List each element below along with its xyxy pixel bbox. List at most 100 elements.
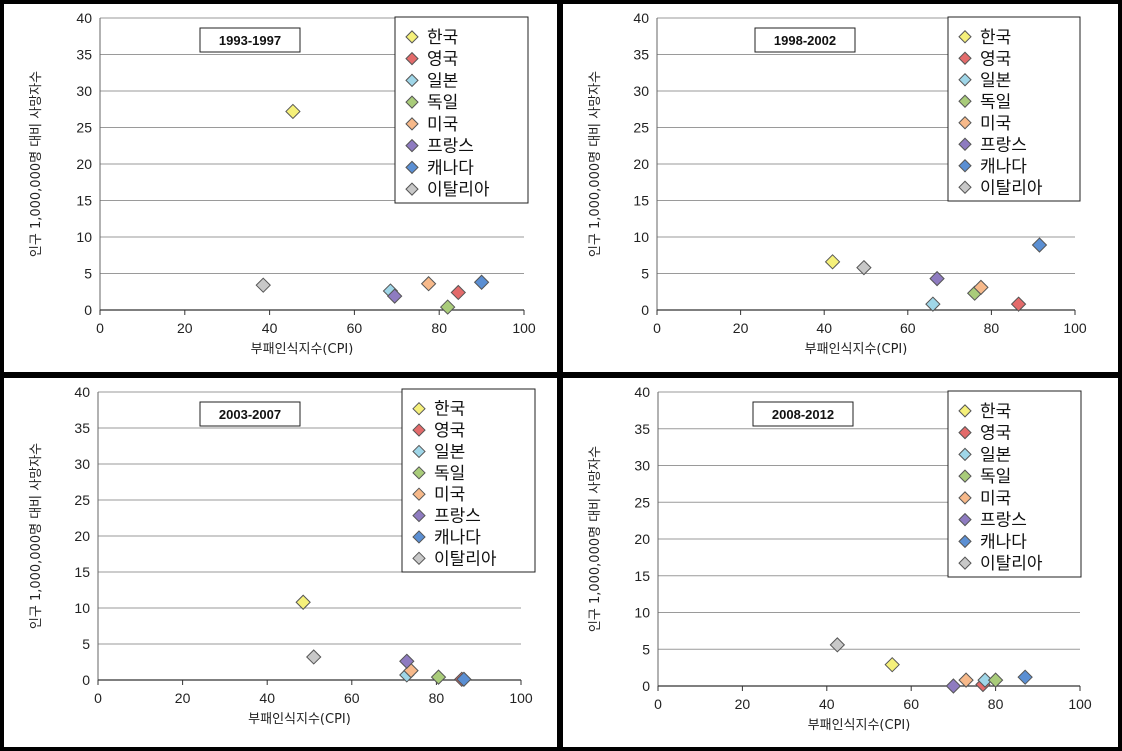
- legend-marker: [958, 556, 972, 570]
- y-axis-title: 인구 1,000,000명 대비 사망자수: [29, 71, 44, 257]
- y-tick-label: 15: [633, 193, 649, 209]
- period-title-box: [752, 401, 854, 427]
- x-tick-label: 80: [429, 690, 445, 706]
- legend-label: 한국: [427, 28, 458, 48]
- y-tick-label: 10: [633, 229, 649, 245]
- legend-marker: [958, 534, 972, 549]
- legend-label: 이탈리아: [434, 549, 497, 569]
- y-tick-label: 5: [82, 636, 90, 652]
- legend-label: 일본: [434, 442, 465, 462]
- data-point-1: [824, 254, 841, 270]
- scatter-chart-4: 0 5 10 15 20 25 30 35 40 0 20 40 60 80 100 부패인식지수(CPI) 인…: [588, 384, 1092, 733]
- y-tick-label: 35: [633, 47, 649, 63]
- period-title-box: [199, 27, 301, 53]
- legend-label: 한국: [434, 400, 465, 420]
- legend-label: 영국: [434, 421, 465, 441]
- legend-box: [401, 388, 536, 573]
- data-point-2: [450, 284, 466, 301]
- x-tick-label: 80: [988, 696, 1004, 712]
- y-tick-label: 35: [76, 47, 92, 63]
- legend-marker: [405, 73, 419, 88]
- legend-label: 이탈리아: [980, 554, 1043, 574]
- y-tick-label: 40: [76, 10, 92, 26]
- y-tick-label: 20: [633, 156, 649, 172]
- chart-title: 2003-2007: [219, 407, 281, 422]
- legend-marker: [412, 551, 426, 566]
- legend-label: 미국: [434, 485, 465, 505]
- legend-marker: [412, 444, 426, 459]
- legend-box: [947, 390, 1082, 578]
- data-point-6: [386, 288, 403, 304]
- x-tick-label: 60: [900, 320, 916, 336]
- chart-panel-4: 0 5 10 15 20 25 30 35 40 0 20 40 60 80 100 부패인식지수(CPI) 인…: [563, 378, 1118, 747]
- legend-marker: [958, 469, 972, 483]
- y-tick-label: 0: [84, 302, 92, 318]
- scatter-chart-1: 0 5 10 15 20 25 30 35 40 0 20 40 60 80 100 부패인식지수(CPI) 인…: [29, 10, 536, 357]
- legend-label: 영국: [427, 50, 458, 70]
- x-axis-title: 부패인식지수(CPI): [248, 712, 351, 727]
- x-tick-label: 100: [1068, 696, 1092, 712]
- legend-marker: [412, 508, 426, 523]
- x-axis-title: 부패인식지수(CPI): [805, 342, 908, 357]
- x-tick-label: 20: [175, 690, 191, 706]
- legend-box: [394, 16, 529, 204]
- legend-marker: [405, 117, 419, 131]
- data-point-4: [439, 299, 456, 315]
- y-tick-label: 15: [634, 568, 650, 584]
- x-tick-label: 0: [653, 320, 661, 336]
- y-tick-label: 30: [633, 83, 649, 99]
- x-tick-label: 100: [512, 320, 536, 336]
- x-tick-label: 40: [259, 690, 275, 706]
- data-point-7: [1017, 669, 1033, 685]
- y-tick-label: 40: [633, 10, 649, 26]
- x-tick-label: 60: [347, 320, 363, 336]
- y-tick-label: 30: [634, 458, 650, 474]
- legend-box: [947, 16, 1081, 202]
- data-point-6: [929, 270, 945, 287]
- legend-label: 한국: [980, 402, 1011, 422]
- legend-marker: [412, 401, 426, 416]
- data-point-6: [945, 678, 962, 694]
- legend-marker: [405, 138, 419, 153]
- legend-marker: [958, 94, 972, 108]
- y-tick-label: 25: [76, 120, 92, 136]
- y-tick-label: 35: [74, 420, 90, 436]
- y-tick-label: 5: [84, 266, 92, 282]
- legend-label: 미국: [980, 114, 1011, 134]
- x-tick-label: 80: [431, 320, 447, 336]
- chart-panel-1: 0 5 10 15 20 25 30 35 40 0 20 40 60 80 100 부패인식지수(CPI) 인…: [4, 4, 557, 372]
- legend-marker: [958, 137, 972, 151]
- chart-panel-3: 0 5 10 15 20 25 30 35 40 0 20 40 60 80 100 부패인식지수(CPI) 인…: [4, 378, 557, 747]
- legend-label: 캐나다: [427, 158, 474, 178]
- scatter-chart-2: 0 5 10 15 20 25 30 35 40 0 20 40 60 80 100 부패인식지수(CPI) 인…: [588, 10, 1087, 357]
- legend-marker: [958, 51, 972, 65]
- chart-title: 2008-2012: [772, 407, 834, 422]
- x-tick-label: 40: [819, 696, 835, 712]
- x-tick-label: 0: [654, 696, 662, 712]
- y-tick-label: 5: [642, 641, 650, 657]
- legend-label: 프랑스: [980, 135, 1027, 155]
- legend-marker: [405, 182, 419, 196]
- legend-marker: [958, 30, 972, 44]
- legend-marker: [958, 425, 972, 440]
- legend-marker: [405, 51, 419, 66]
- legend-label: 이탈리아: [980, 178, 1043, 198]
- legend-label: 프랑스: [427, 137, 474, 157]
- y-tick-label: 15: [74, 564, 90, 580]
- legend-label: 이탈리아: [427, 180, 490, 200]
- x-axis-title: 부패인식지수(CPI): [251, 342, 354, 357]
- x-tick-label: 20: [733, 320, 749, 336]
- y-tick-label: 35: [634, 421, 650, 437]
- legend-label: 캐나다: [980, 157, 1027, 177]
- legend-label: 독일: [427, 93, 458, 113]
- legend-marker: [412, 423, 426, 437]
- legend-marker: [958, 447, 972, 462]
- data-point-8: [829, 637, 846, 653]
- period-title-box: [754, 27, 856, 53]
- data-point-1: [285, 103, 301, 120]
- legend-label: 독일: [980, 467, 1011, 487]
- legend-marker: [405, 95, 419, 109]
- chart-title: 1993-1997: [219, 33, 281, 48]
- data-point-5: [973, 279, 989, 296]
- legend-marker: [412, 530, 426, 544]
